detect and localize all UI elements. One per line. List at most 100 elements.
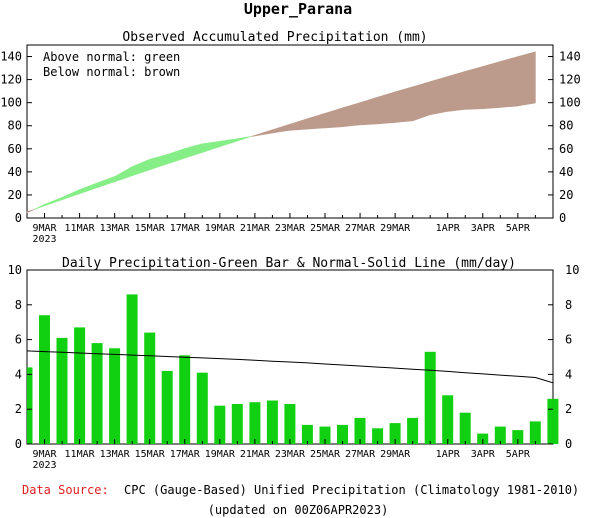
updated-timestamp: (updated on 00Z06APR2023) [208,503,389,517]
daily-bar [196,372,208,444]
top-chart-title: Observed Accumulated Precipitation (mm) [122,30,427,45]
bottom-ytick-label-right: 2 [565,402,572,416]
figure-title: Upper_Parana [244,0,352,18]
daily-bar [27,367,33,444]
above-normal-area [131,158,150,177]
below-normal-area [272,123,291,134]
bottom-ytick-label-right: 8 [565,298,572,312]
daily-bar [354,417,366,444]
daily-bar [301,424,313,444]
normal-daily-line [26,350,554,384]
below-normal-area [251,134,256,137]
daily-bar [144,332,156,444]
top-xtick-label: 21MAR [240,223,271,234]
accumulated-precip-chart: Observed Accumulated Precipitation (mm) … [0,30,580,245]
bottom-axes: 0 0 2 2 4 4 6 6 8 8 10 10 9MAR 11MAR 13MAR 15MAR 17MAR 19… [8,263,580,471]
below-normal-area [307,112,326,130]
daily-bar [39,315,50,444]
top-ytick-label-right: 60 [559,142,573,156]
below-normal-area [394,86,414,123]
below-normal-area [342,102,361,128]
top-xtick-label: 19MAR [205,223,236,234]
bottom-xtick-label: 23MAR [275,449,306,460]
below-normal-area [254,129,273,137]
daily-bar [389,423,401,444]
bottom-ytick-label-right: 0 [565,437,572,451]
bottom-ytick-label-left: 10 [8,263,22,277]
daily-bar [319,426,331,444]
below-normal-area [289,118,308,131]
bottom-xtick-label: 9MAR [32,449,57,460]
top-xtick-label: 27MAR [345,223,376,234]
top-ytick-label-right: 20 [559,188,573,202]
top-ytick-label-right: 100 [559,96,581,110]
bottom-xtick-label: 13MAR [100,449,131,460]
bottom-year-label: 2023 [32,460,56,471]
daily-bar [74,327,86,444]
bottom-ytick-label-left: 4 [15,367,22,381]
below-normal-area [464,66,484,110]
below-normal-area [26,209,35,214]
top-xtick-label: 3APR [471,223,496,234]
daily-bar [161,370,173,444]
top-xtick-label: 17MAR [170,223,201,234]
daily-bar [109,348,121,444]
bottom-ytick-label-left: 6 [15,333,22,347]
top-xtick-label: 25MAR [310,223,341,234]
above-normal-area [166,148,186,165]
daily-bar [529,421,541,444]
bottom-xtick-label: 11MAR [65,449,96,460]
top-ytick-label-right: 140 [559,50,581,64]
daily-bar [91,343,103,444]
daily-bar [249,402,261,444]
top-xtick-label: 11MAR [65,223,96,234]
daily-bar [56,337,68,444]
bottom-xtick-label: 3APR [471,449,496,460]
bottom-xtick-label: 5APR [506,449,531,460]
below-normal-area [447,71,466,112]
above-normal-area [34,203,45,210]
normal-line [26,350,554,384]
above-normal-area [114,166,133,183]
above-normal-area [96,176,115,189]
daily-bar [459,412,471,444]
daily-bars [27,294,559,444]
data-source-text: CPC (Gauge-Based) Unified Precipitation … [124,483,579,497]
top-ytick-label-left: 40 [8,165,22,179]
top-year-label: 2023 [32,234,56,245]
accumulated-fill-areas [26,51,536,214]
bottom-ytick-label-left: 0 [15,437,22,451]
above-normal-area [44,196,63,207]
top-xtick-label: 5APR [506,223,531,234]
bottom-xtick-label: 27MAR [345,449,376,460]
daily-bar [424,351,436,444]
top-xtick-label: 9MAR [32,223,57,234]
below-normal-area [359,96,378,126]
bottom-xtick-label: 1APR [436,449,461,460]
data-source-line: Data Source: CPC (Gauge-Based) Unified P… [22,483,579,497]
top-ytick-label-right: 0 [559,211,566,225]
top-ytick-label-left: 60 [8,142,22,156]
legend-below-normal: Below normal: brown [43,65,180,79]
daily-bar [477,433,489,444]
above-normal-area [237,136,252,142]
top-xtick-label: 15MAR [135,223,166,234]
below-normal-area [429,76,449,116]
bottom-xtick-label: 29MAR [380,449,411,460]
bottom-ytick-label-left: 8 [15,298,22,312]
top-xtick-label: 29MAR [380,223,411,234]
top-ytick-label-left: 0 [15,211,22,225]
daily-bar [179,355,191,444]
bottom-ytick-label-right: 6 [565,333,572,347]
below-normal-area [482,61,501,110]
top-xtick-label: 13MAR [100,223,131,234]
legend-above-normal: Above normal: green [43,50,180,64]
below-normal-area [412,81,431,122]
top-xtick-label: 23MAR [275,223,306,234]
above-normal-area [219,138,238,148]
above-normal-area [184,143,203,159]
bottom-xtick-label: 15MAR [135,449,166,460]
daily-bar [266,400,278,444]
data-source-label: Data Source: [22,483,109,497]
